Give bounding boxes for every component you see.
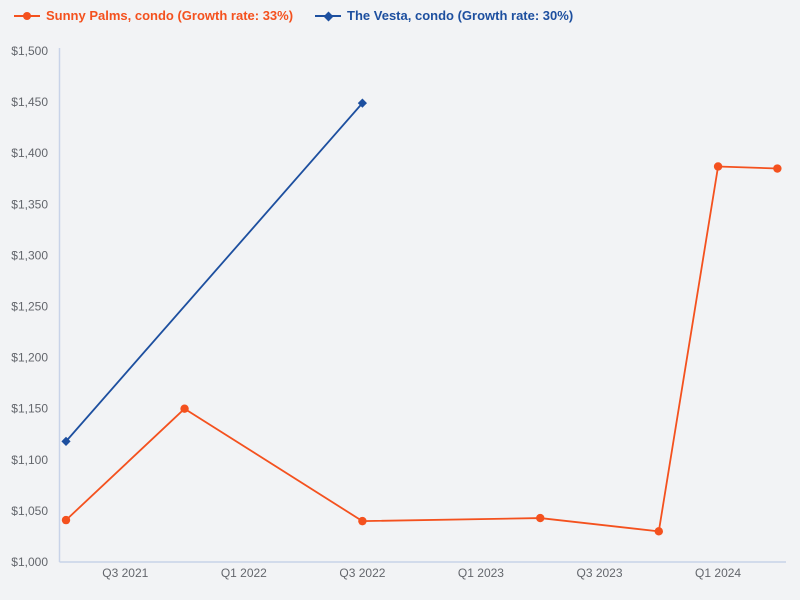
- x-axis-tick-label: Q3 2023: [576, 566, 622, 580]
- y-axis-tick-label: $1,050: [11, 504, 48, 518]
- legend-label-the-vesta: The Vesta, condo (Growth rate: 30%): [347, 8, 574, 23]
- x-axis-tick-label: Q1 2022: [221, 566, 267, 580]
- diamond-line-marker-icon: [315, 10, 342, 22]
- y-axis-tick-label: $1,000: [11, 555, 48, 569]
- y-axis-tick-label: $1,500: [11, 44, 48, 58]
- y-axis-tick-label: $1,150: [11, 402, 48, 416]
- y-axis-tick-label: $1,450: [11, 95, 48, 109]
- series-line-diamond: [65, 102, 364, 442]
- y-axis-tick-label: $1,250: [11, 300, 48, 314]
- data-point-circle[interactable]: [180, 404, 189, 413]
- y-axis-tick-label: $1,350: [11, 197, 48, 211]
- legend-label-sunny-palms: Sunny Palms, condo (Growth rate: 33%): [46, 8, 294, 23]
- x-axis-tick-label: Q1 2023: [458, 566, 504, 580]
- y-axis-tick-label: $1,300: [11, 248, 48, 262]
- data-point-diamond[interactable]: [61, 436, 71, 447]
- x-axis-tick-label: Q3 2021: [102, 566, 148, 580]
- y-axis-tick-label: $1,200: [11, 351, 48, 365]
- legend-item-the-vesta[interactable]: The Vesta, condo (Growth rate: 30%): [315, 8, 573, 23]
- legend-item-sunny-palms[interactable]: Sunny Palms, condo (Growth rate: 33%): [14, 8, 293, 23]
- circle-line-marker-icon: [14, 10, 40, 22]
- x-axis-tick-label: Q1 2024: [695, 566, 741, 580]
- data-point-circle[interactable]: [61, 515, 71, 525]
- y-axis-tick-label: $1,100: [11, 453, 48, 467]
- y-axis-tick-label: $1,400: [11, 146, 48, 160]
- data-point-circle[interactable]: [654, 527, 663, 536]
- data-point-circle[interactable]: [773, 164, 782, 173]
- chart-legend: Sunny Palms, condo (Growth rate: 33%) Th…: [14, 8, 573, 23]
- data-point-diamond[interactable]: [357, 98, 367, 108]
- series-line-circle: [65, 165, 778, 533]
- data-point-circle[interactable]: [713, 162, 723, 171]
- data-point-circle[interactable]: [358, 516, 367, 526]
- data-point-circle[interactable]: [536, 513, 545, 523]
- x-axis-tick-label: Q3 2022: [339, 566, 385, 580]
